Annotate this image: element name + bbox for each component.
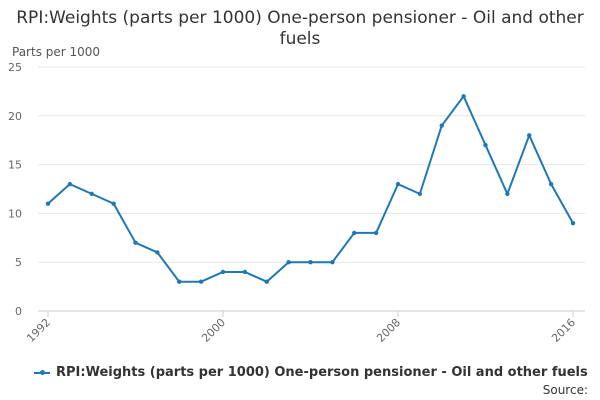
y-tick-label: 0 [15,305,22,318]
data-point [133,240,138,245]
data-point [67,181,73,187]
data-point [308,260,313,265]
data-point [570,220,576,226]
data-point [439,123,444,128]
legend-line-icon [34,369,50,375]
source-note: Source: [542,383,588,397]
data-point [220,269,226,275]
x-tick-label: 2016 [549,316,578,345]
x-tick-label: 2008 [374,316,403,345]
data-point [177,279,182,284]
y-tick-label: 20 [8,110,22,123]
y-tick-label: 5 [15,256,22,269]
gridlines [38,66,585,312]
data-point [198,279,204,284]
y-axis-label: Parts per 1000 [12,45,101,59]
x-axis: 1992 2000 2008 2016 [24,311,578,345]
data-point [373,230,379,236]
data-point [264,279,269,284]
series-line [47,95,574,283]
legend-label: RPI:Weights (parts per 1000) One-person … [56,365,588,380]
data-point [111,201,116,206]
data-point [330,260,335,265]
legend: RPI:Weights (parts per 1000) One-person … [34,365,588,380]
data-point [155,250,160,255]
y-axis-ticks: 0 5 10 15 20 25 [8,61,22,318]
data-point [505,191,510,197]
data-point [242,269,248,275]
data-point [286,260,291,265]
y-tick-label: 25 [8,61,22,74]
data-point [461,94,466,99]
y-tick-label: 15 [8,159,22,172]
data-point [483,142,488,148]
data-point [417,191,423,197]
data-point [395,181,401,187]
x-tick-label: 1992 [24,316,53,345]
data-point [352,230,357,236]
y-tick-label: 10 [8,207,22,220]
data-point [548,181,554,187]
x-tick-label: 2000 [199,316,228,345]
chart-title: RPI:Weights (parts per 1000) One-person … [16,8,584,49]
series-layer [45,94,576,284]
data-point [89,191,94,197]
data-point [527,133,532,138]
data-point [45,201,51,206]
